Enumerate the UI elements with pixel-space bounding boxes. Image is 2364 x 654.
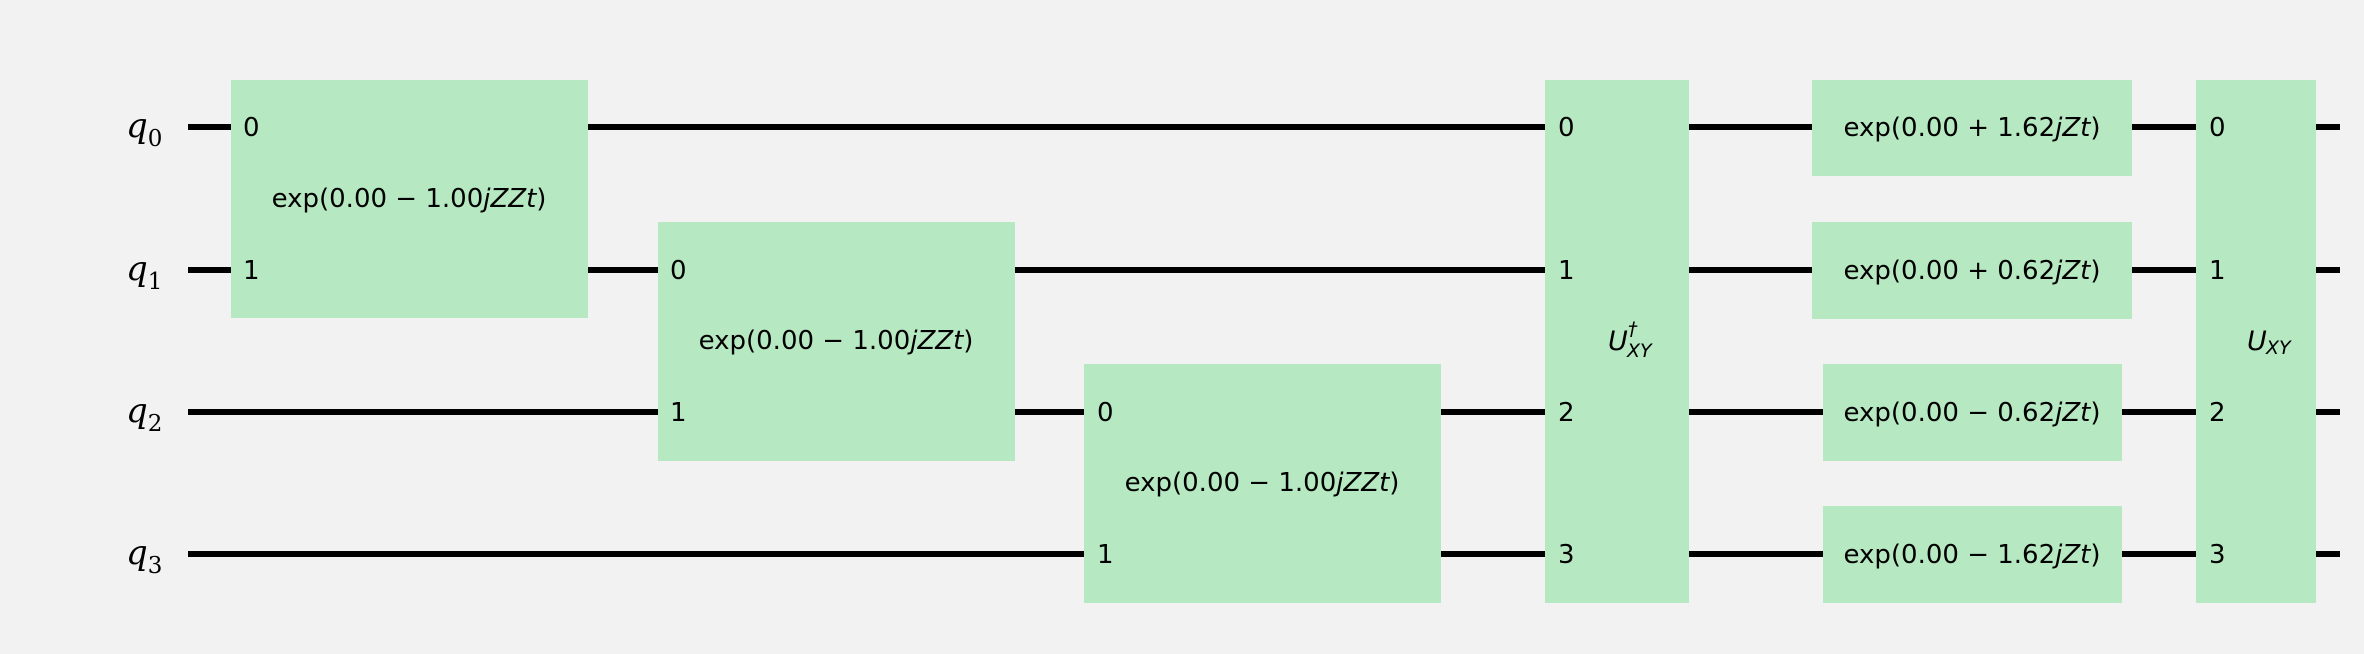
gate-pin-1: 1 [2209,256,2226,286]
z-gate-q1: exp(0.00 + 0.62jZt) [1812,222,2132,319]
gate-pin-1: 1 [1558,256,1575,286]
zz-gate-q1-q2: 0 1 exp(0.00 − 1.00jZZt) [658,222,1015,461]
gate-pin-1: 1 [670,398,687,428]
gate-pin-0: 0 [670,256,687,286]
gate-label: exp(0.00 + 0.62jZt) [1843,256,2100,286]
gate-box [1812,80,2132,176]
gate-label-sup: † [1628,318,1638,340]
gate-box [1823,506,2122,603]
gate-pin-2: 2 [1558,398,1575,428]
z-gate-q3: exp(0.00 − 1.62jZt) [1823,506,2122,603]
gate-pin-0: 0 [1558,113,1575,143]
gate-box [1545,80,1689,603]
gate-label: exp(0.00 + 1.62jZt) [1843,113,2100,143]
qubit-label-q1: q1 [126,249,162,295]
gate-pin-0: 0 [243,113,260,143]
u-xy-gate: 0 1 2 3 U XY [2196,80,2316,603]
gate-box [658,222,1015,461]
gate-pin-1: 1 [1097,540,1114,570]
gate-pin-0: 0 [1097,398,1114,428]
gate-pin-1: 1 [243,256,260,286]
gate-box [1812,222,2132,319]
u-xy-dagger-gate: 0 1 2 3 U † XY [1545,80,1689,603]
gate-label-base: U [2247,326,2267,357]
qubit-label-q0: q0 [126,106,162,152]
gate-label: exp(0.00 − 1.00jZZt) [272,184,547,214]
gate-pin-3: 3 [2209,540,2226,570]
gate-label: exp(0.00 − 1.00jZZt) [699,326,974,356]
z-gate-q0: exp(0.00 + 1.62jZt) [1812,80,2132,176]
gate-label-base: U [1608,326,1628,357]
gate-pin-0: 0 [2209,113,2226,143]
gate-pin-3: 3 [1558,540,1575,570]
gate-label-sub: XY [1626,340,1653,362]
zz-gate-q0-q1: 0 1 exp(0.00 − 1.00jZZt) [231,80,588,318]
z-gate-q2: exp(0.00 − 0.62jZt) [1823,364,2122,461]
gate-box [1084,364,1441,603]
qubit-label-q3: q3 [126,533,162,579]
qubit-labels: q0 q1 q2 q3 [126,106,162,579]
gate-box [2196,80,2316,603]
gate-label: exp(0.00 − 1.00jZZt) [1125,468,1400,498]
qubit-label-q2: q2 [126,391,162,437]
gate-label: exp(0.00 − 0.62jZt) [1843,398,2100,428]
gate-box [231,80,588,318]
gate-box [1823,364,2122,461]
gate-label: exp(0.00 − 1.62jZt) [1843,540,2100,570]
zz-gate-q2-q3: 0 1 exp(0.00 − 1.00jZZt) [1084,364,1441,603]
gate-label-sub: XY [2265,337,2292,359]
gate-pin-2: 2 [2209,398,2226,428]
